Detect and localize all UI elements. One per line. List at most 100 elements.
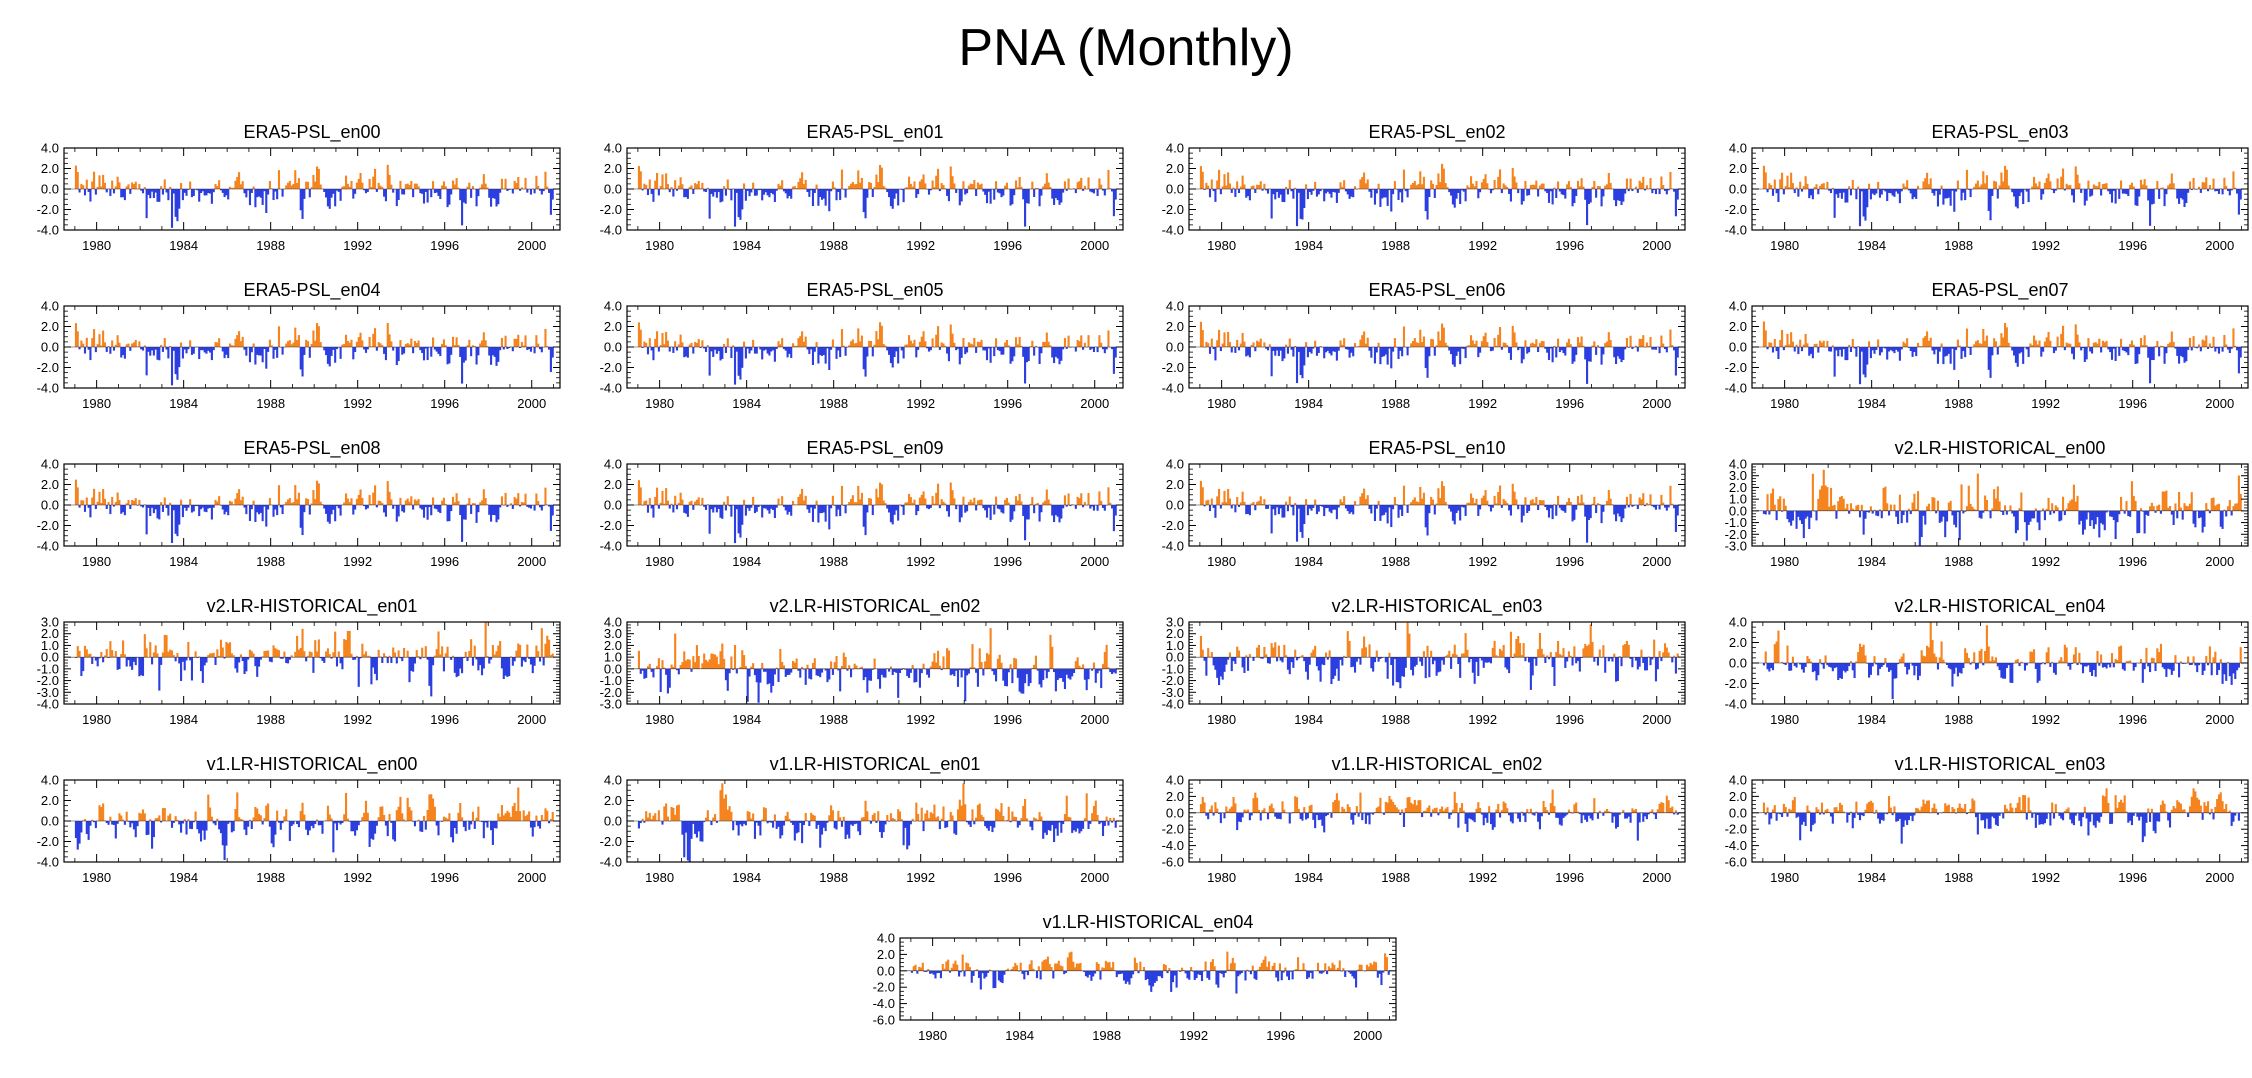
- negative-bar: [864, 347, 867, 377]
- negative-bar: [1522, 505, 1525, 516]
- positive-bar: [962, 181, 965, 189]
- positive-bar: [473, 645, 476, 658]
- positive-bar: [656, 666, 659, 669]
- positive-bar: [1109, 188, 1112, 189]
- negative-bar: [733, 347, 737, 385]
- positive-bar: [2150, 502, 2153, 511]
- positive-bar: [1868, 341, 1871, 347]
- negative-bar: [1631, 347, 1634, 349]
- negative-bar: [370, 657, 373, 685]
- positive-bar: [167, 651, 170, 658]
- positive-bar: [267, 650, 270, 658]
- negative-bar: [739, 505, 742, 538]
- positive-bar: [169, 502, 172, 505]
- negative-bar: [1054, 189, 1057, 199]
- negative-bar: [1880, 510, 1883, 519]
- negative-bar: [786, 668, 789, 675]
- negative-bar: [900, 505, 903, 507]
- negative-bar: [817, 189, 820, 206]
- positive-bar: [361, 340, 364, 347]
- negative-bar: [1771, 347, 1775, 353]
- positive-bar: [882, 185, 885, 189]
- positive-bar: [869, 498, 873, 505]
- negative-bar: [1915, 189, 1918, 199]
- positive-bar: [1000, 662, 1003, 669]
- negative-bar: [902, 189, 905, 203]
- negative-bar: [1326, 189, 1329, 192]
- negative-bar: [1348, 347, 1351, 358]
- positive-bar: [708, 659, 711, 669]
- positive-bar: [232, 345, 235, 347]
- positive-bar: [637, 322, 640, 347]
- negative-bar: [265, 505, 268, 527]
- negative-bar: [259, 189, 262, 198]
- positive-bar: [688, 344, 691, 347]
- positive-bar: [1806, 183, 1809, 189]
- negative-bar: [223, 657, 226, 659]
- negative-bar: [334, 347, 337, 363]
- negative-bar: [1938, 189, 1941, 195]
- positive-bar: [1419, 329, 1422, 347]
- negative-bar: [826, 668, 829, 683]
- positive-bar: [1893, 504, 1896, 511]
- positive-bar: [1645, 185, 1648, 189]
- positive-bar: [873, 658, 876, 669]
- negative-bar: [1537, 189, 1540, 197]
- negative-bar: [2203, 510, 2206, 527]
- positive-bar: [131, 499, 134, 505]
- positive-bar: [277, 170, 281, 189]
- positive-bar: [637, 166, 640, 189]
- negative-bar: [413, 657, 416, 664]
- negative-bar: [165, 189, 168, 193]
- positive-bar: [1034, 345, 1037, 347]
- positive-bar: [1205, 500, 1208, 505]
- negative-bar: [1346, 505, 1349, 512]
- y-tick-label: 0.0: [604, 182, 622, 197]
- panel-title: ERA5-PSL_en07: [1931, 280, 2068, 301]
- negative-bar: [1551, 347, 1554, 363]
- negative-bar: [1266, 189, 1270, 194]
- positive-bar: [1978, 186, 1981, 189]
- positive-bar: [294, 485, 297, 505]
- negative-bar: [2147, 189, 2150, 201]
- negative-bar: [726, 668, 729, 691]
- negative-bar: [1508, 189, 1511, 194]
- positive-bar: [1107, 169, 1110, 189]
- positive-bar: [1004, 499, 1007, 505]
- negative-bar: [735, 668, 738, 674]
- positive-bar: [665, 488, 668, 505]
- positive-bar: [703, 653, 706, 669]
- positive-bar: [714, 654, 717, 669]
- negative-bar: [806, 347, 809, 350]
- negative-bar: [811, 189, 815, 206]
- positive-bar: [1660, 335, 1663, 347]
- positive-bar: [274, 648, 277, 658]
- negative-bar: [817, 347, 820, 364]
- positive-bar: [801, 666, 804, 669]
- negative-bar: [1858, 347, 1862, 385]
- positive-bar: [225, 641, 228, 658]
- positive-bar: [833, 187, 836, 189]
- negative-bar: [1549, 505, 1552, 509]
- positive-bar: [1625, 337, 1629, 347]
- positive-bar: [1515, 182, 1518, 189]
- y-tick-label: -4.0: [1725, 223, 1747, 238]
- negative-bar: [2096, 510, 2099, 518]
- index-bars: [74, 164, 554, 228]
- negative-bar: [1893, 189, 1896, 197]
- negative-bar: [412, 189, 415, 198]
- negative-bar: [127, 657, 130, 661]
- x-tick-label: 1988: [256, 238, 285, 253]
- negative-bar: [1810, 510, 1813, 518]
- positive-bar: [296, 635, 299, 658]
- positive-bar: [1837, 501, 1840, 511]
- positive-bar: [2056, 178, 2059, 189]
- negative-bar: [891, 189, 894, 209]
- negative-bar: [1247, 347, 1250, 356]
- negative-bar: [1234, 347, 1237, 353]
- positive-bar: [546, 346, 549, 347]
- negative-bar: [1627, 347, 1630, 348]
- positive-bar: [102, 489, 105, 505]
- negative-bar: [332, 347, 335, 350]
